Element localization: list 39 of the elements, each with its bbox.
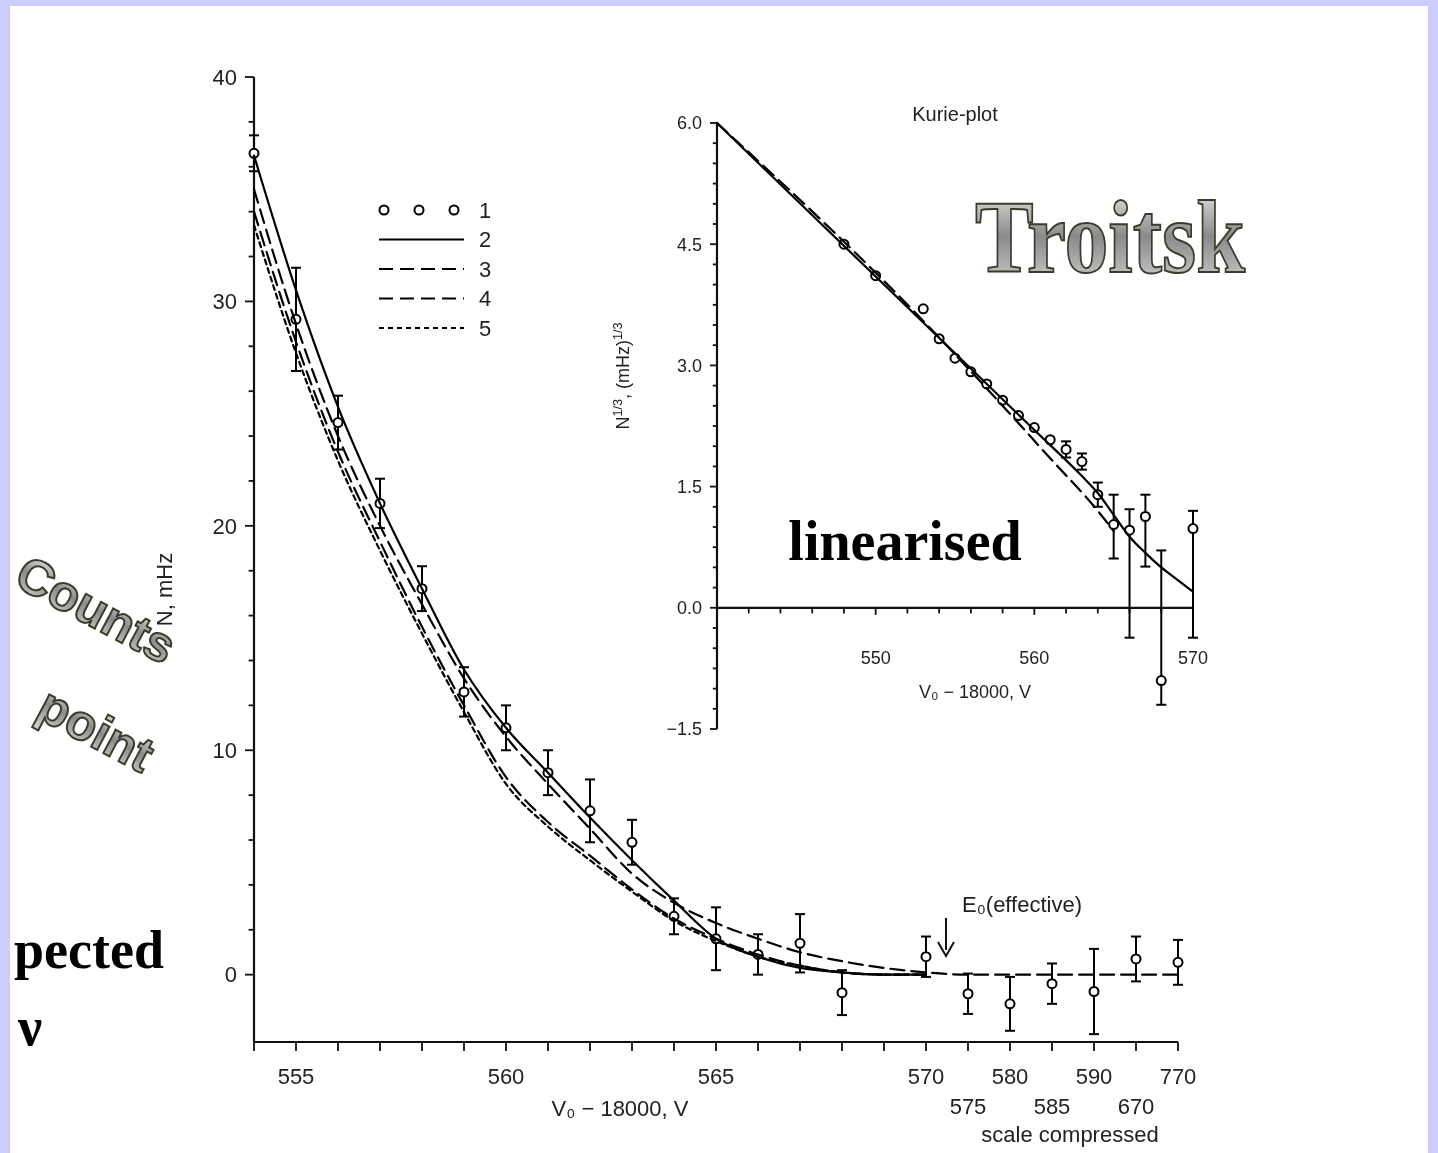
x-tick-label: 585 — [1033, 1094, 1071, 1119]
x-tick-label: 560 — [1019, 647, 1050, 668]
x-axis-title: V₀ − 18000, V — [551, 1096, 689, 1121]
x-tick-label: 550 — [860, 647, 891, 668]
text: ν — [17, 997, 43, 1057]
y-tick-label: 30 — [212, 289, 237, 315]
legend-label: 2 — [479, 227, 492, 253]
x-tick-label: 580 — [991, 1064, 1029, 1089]
y-tick-label: 0 — [224, 962, 237, 988]
y-tick-label: 6.0 — [676, 113, 702, 134]
y-tick-label: 0.0 — [676, 598, 702, 619]
x-tick-label: 770 — [1159, 1064, 1197, 1089]
annotation: linearised — [788, 510, 1022, 572]
y-tick-label: 20 — [212, 513, 237, 539]
y-tick-label: 40 — [212, 64, 237, 90]
x-tick-label: 575 — [949, 1094, 987, 1119]
x-tick-label: 590 — [1075, 1064, 1113, 1089]
x-tick-label: 560 — [487, 1064, 525, 1089]
x-tick-label: 670 — [1117, 1094, 1155, 1119]
legend-label: 3 — [479, 256, 492, 282]
x-tick-label: 570 — [907, 1064, 945, 1089]
y-tick-label: 10 — [212, 737, 237, 763]
text: point — [28, 676, 164, 784]
y-tick-label: 3.0 — [676, 355, 702, 376]
y-tick-label: 4.5 — [676, 234, 702, 255]
legend-label: 1 — [479, 197, 492, 223]
legend-label: 4 — [479, 286, 492, 312]
annotation: E₀(effective) — [962, 892, 1082, 917]
chart-title: Kurie-plot — [912, 103, 999, 125]
x-tick-label: 570 — [1177, 647, 1209, 668]
x-axis-title: V₀ − 18000, V — [918, 681, 1032, 702]
text: scale compressed — [981, 1122, 1159, 1147]
annotation: Troitsk — [975, 179, 1295, 294]
x-tick-label: 555 — [277, 1064, 315, 1089]
y-tick-label: −1.5 — [666, 719, 702, 740]
y-tick-label: 1.5 — [676, 476, 702, 497]
x-tick-label: 565 — [697, 1064, 735, 1089]
legend-label: 5 — [479, 315, 492, 341]
text: pected — [14, 920, 164, 980]
